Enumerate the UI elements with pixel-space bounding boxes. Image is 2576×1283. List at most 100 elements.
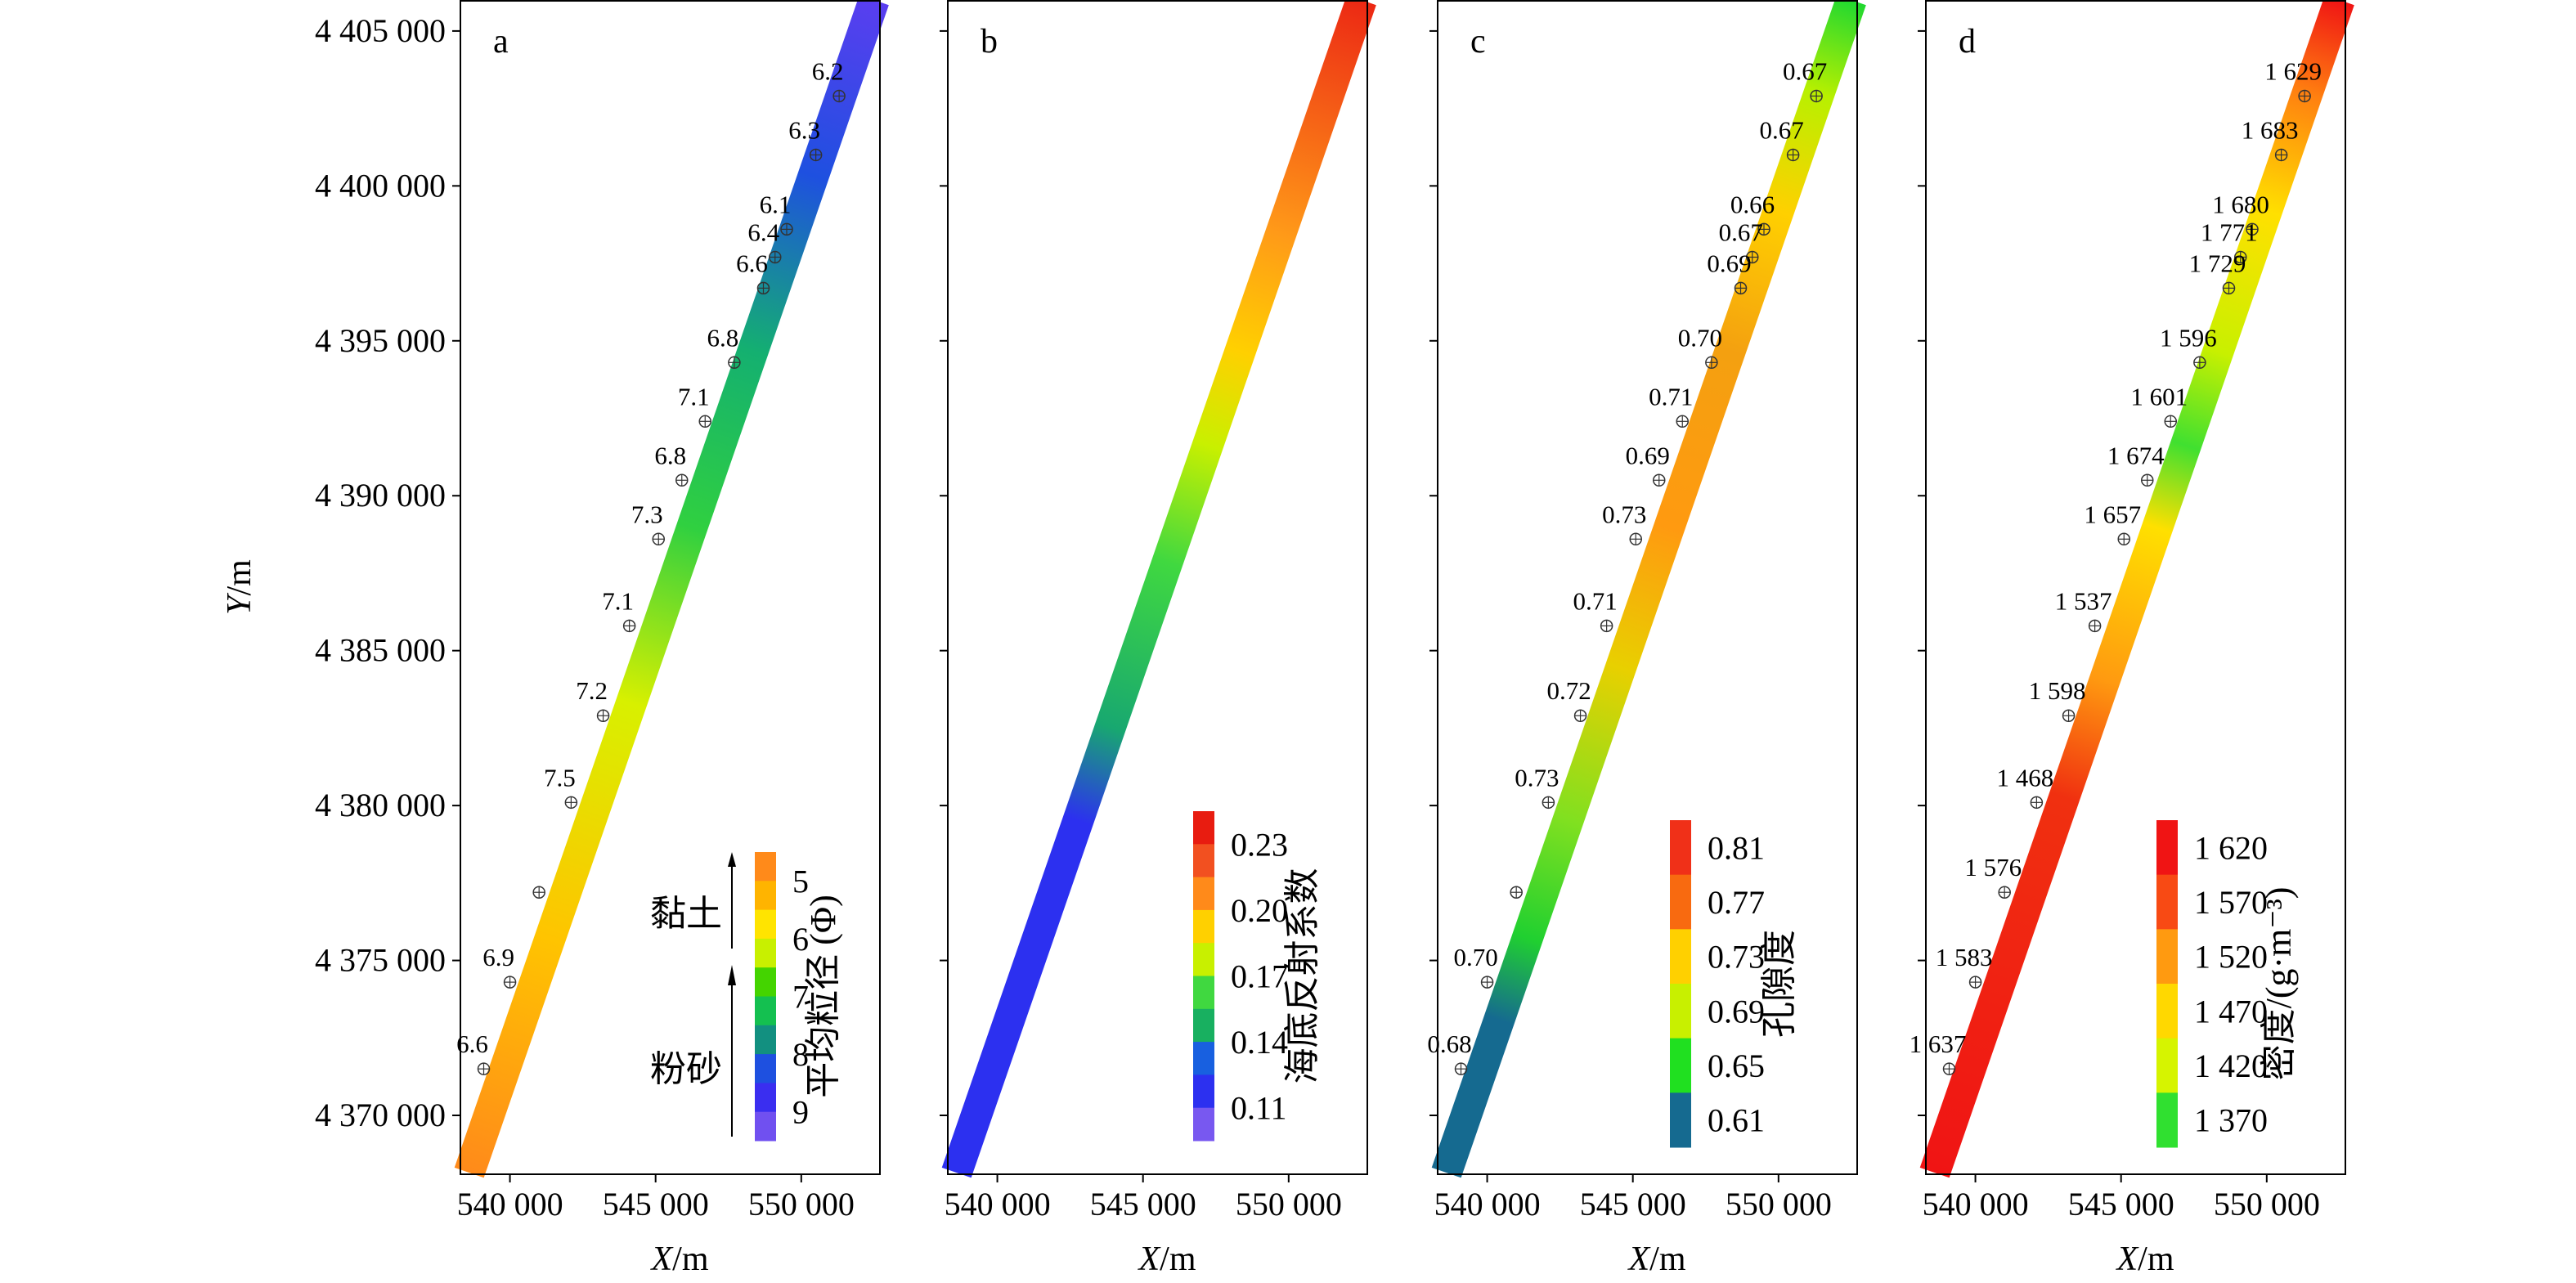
sample-value-label: 1 596 — [2160, 323, 2217, 352]
sample-value-label: 0.70 — [1678, 323, 1722, 352]
y-tick-label: 4 405 000 — [315, 12, 446, 49]
colorbar-title: 孔隙度 — [1759, 930, 1799, 1038]
sample-point — [2088, 619, 2102, 633]
colorbar-swatch — [1670, 929, 1691, 985]
sample-value-label: 0.71 — [1573, 586, 1618, 615]
sample-point — [2030, 796, 2044, 810]
plot-frame — [1437, 0, 1858, 1175]
colorbar-tick-label: 7 — [792, 979, 809, 1016]
sample-value-label: 0.73 — [1515, 763, 1559, 792]
sample-point — [2193, 356, 2206, 370]
x-tick-label: 540 000 — [457, 1186, 563, 1222]
colorbar-swatch — [1193, 1074, 1214, 1109]
colorbar-swatch — [755, 996, 776, 1026]
sample-point — [1653, 473, 1666, 487]
y-tick-label: 4 395 000 — [315, 322, 446, 359]
sample-value-label: 0.67 — [1719, 218, 1763, 246]
sample-point — [2298, 89, 2311, 103]
sample-value-label: 6.6 — [736, 249, 768, 277]
arrowhead-icon — [728, 965, 736, 985]
sample-point — [832, 89, 846, 103]
colorbar-tick-label: 1 570 — [2194, 884, 2268, 921]
sample-value-label: 1 583 — [1936, 943, 1993, 971]
arrowhead-icon — [728, 852, 736, 867]
sample-point — [532, 886, 545, 899]
x-axis-label: X/m — [1627, 1240, 1686, 1278]
sample-value-label: 1 629 — [2264, 56, 2322, 85]
x-tick-label: 550 000 — [1726, 1186, 1832, 1222]
colorbar: 0.81 0.77 0.73 0.69 0.65 0.61 孔隙度 — [1670, 820, 1799, 1148]
colorbar-swatch — [755, 967, 776, 997]
sample-value-label: 1 657 — [2084, 500, 2141, 528]
sample-point — [1573, 709, 1587, 722]
colorbar-swatch — [755, 1054, 776, 1083]
sample-value-label: 7.1 — [678, 382, 710, 410]
sample-point — [1600, 619, 1613, 633]
sample-point — [2117, 532, 2130, 546]
survey-track — [1431, 0, 1866, 1178]
x-tick-label: 550 000 — [748, 1186, 855, 1222]
sample-point — [809, 148, 823, 162]
colorbar: 0.23 0.20 0.17 0.14 0.11 海底反射系数 — [1193, 811, 1322, 1142]
sample-value-label: 0.67 — [1783, 56, 1827, 85]
sample-point — [1968, 976, 1982, 989]
sample-point — [756, 281, 770, 295]
colorbar-swatch — [2156, 1038, 2178, 1093]
colorbar-swatch — [1193, 1008, 1214, 1043]
sample-value-label: 1 637 — [1910, 1030, 1967, 1058]
colorbar-swatch — [2156, 874, 2178, 930]
colorbar-tick-label: 1 370 — [2194, 1102, 2268, 1139]
sample-value-label: 0.67 — [1760, 115, 1804, 144]
colorbar-tick-label: 0.61 — [1708, 1102, 1765, 1139]
sample-value-label: 1 576 — [1964, 853, 2022, 882]
sample-point — [769, 250, 782, 264]
colorbar-swatch — [2156, 1092, 2178, 1148]
sample-value-label: 7.5 — [544, 763, 576, 792]
colorbar-tick-label: 0.17 — [1231, 958, 1288, 995]
x-tick-label: 540 000 — [1923, 1186, 2029, 1222]
colorbar-swatch — [1193, 976, 1214, 1010]
sample-value-label: 7.3 — [631, 500, 663, 528]
y-tick-label: 4 370 000 — [315, 1097, 446, 1133]
sample-point — [698, 415, 711, 428]
colorbar-tick-label: 0.73 — [1708, 939, 1765, 976]
panel-letter: c — [1470, 23, 1486, 61]
sample-value-label: 7.2 — [576, 676, 608, 705]
sample-point — [1705, 356, 1718, 370]
colorbar-swatch — [2156, 984, 2178, 1039]
sample-point — [622, 619, 636, 633]
sample-value-label: 6.1 — [760, 190, 792, 218]
sample-point — [1676, 415, 1689, 428]
sample-point — [1734, 281, 1748, 295]
sample-point — [652, 532, 665, 546]
colorbar-tick-label: 0.69 — [1708, 993, 1765, 1030]
colorbar-tick-label: 9 — [792, 1094, 809, 1131]
plot-frame — [460, 0, 881, 1175]
sample-point — [2274, 148, 2288, 162]
colorbar-swatch — [1193, 909, 1214, 944]
colorbar-swatch — [755, 1083, 776, 1113]
sample-value-label: 6.9 — [482, 943, 514, 971]
panel-letter: a — [493, 23, 509, 61]
sample-point — [2246, 222, 2259, 236]
colorbar-tick-label: 1 420 — [2194, 1047, 2268, 1084]
sample-value-label: 0.68 — [1427, 1030, 1471, 1058]
sample-point — [728, 356, 741, 370]
colorbar-tick-label: 0.11 — [1231, 1090, 1287, 1127]
survey-track — [941, 0, 1376, 1178]
sample-point — [1629, 532, 1642, 546]
colorbar-swatch — [1193, 844, 1214, 878]
colorbar-tick-label: 1 470 — [2194, 993, 2268, 1030]
y-tick-label: 4 380 000 — [315, 787, 446, 823]
y-tick-label: 4 390 000 — [315, 477, 446, 514]
colorbar-swatch — [755, 1111, 776, 1142]
sample-point — [1510, 886, 1523, 899]
sample-value-label: 0.66 — [1730, 190, 1775, 218]
colorbar-swatch — [1193, 1042, 1214, 1075]
sample-value-label: 6.3 — [788, 115, 820, 144]
colorbar-swatch — [755, 938, 776, 968]
panel-a: 4 370 000 4 375 000 4 380 000 4 385 000 4 39… — [315, 0, 889, 1222]
x-axis-label: X/m — [2116, 1240, 2174, 1278]
